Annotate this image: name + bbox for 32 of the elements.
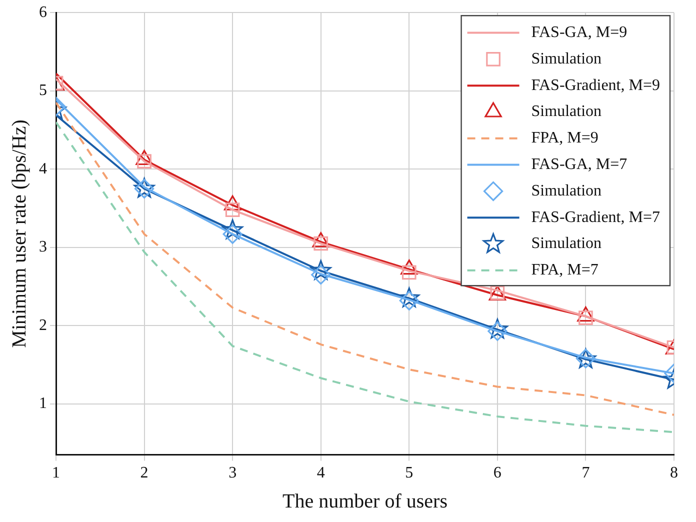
x-tick-label: 7 bbox=[582, 464, 590, 482]
legend-label: Simulation bbox=[531, 235, 602, 252]
legend-label: FAS-Gradient, M=7 bbox=[531, 208, 660, 226]
x-tick-label: 4 bbox=[316, 464, 325, 482]
y-tick-label: 5 bbox=[39, 82, 47, 100]
legend-label: FAS-GA, M=9 bbox=[531, 24, 628, 42]
legend-label: FAS-GA, M=7 bbox=[531, 156, 628, 174]
y-tick-label: 2 bbox=[39, 316, 47, 334]
legend-label: FPA, M=7 bbox=[531, 262, 598, 279]
point bbox=[137, 154, 152, 168]
y-axis-title: Minimum user rate (bps/Hz) bbox=[8, 120, 30, 348]
point bbox=[311, 264, 331, 285]
x-tick-label: 3 bbox=[228, 464, 237, 482]
x-tick-label: 5 bbox=[405, 464, 414, 482]
legend-label: FAS-Gradient, M=9 bbox=[531, 76, 660, 94]
x-tick-label: 2 bbox=[140, 464, 148, 482]
point bbox=[398, 287, 420, 308]
x-axis-title: The number of users bbox=[282, 490, 448, 512]
y-tick-label: 1 bbox=[39, 395, 47, 412]
y-tick-label: 4 bbox=[39, 160, 47, 178]
x-tick-label: 8 bbox=[670, 464, 678, 482]
legend-label: Simulation bbox=[531, 103, 602, 120]
legend-label: FPA, M=9 bbox=[531, 130, 598, 147]
x-tick-label: 1 bbox=[52, 464, 60, 482]
y-tick-label: 3 bbox=[39, 238, 47, 256]
y-tick-label: 6 bbox=[39, 4, 47, 21]
x-tick-label: 6 bbox=[493, 464, 502, 482]
point bbox=[222, 219, 243, 240]
point bbox=[310, 260, 332, 280]
legend-label: Simulation bbox=[531, 50, 602, 68]
legend-label: Simulation bbox=[531, 182, 602, 200]
point bbox=[399, 290, 419, 310]
